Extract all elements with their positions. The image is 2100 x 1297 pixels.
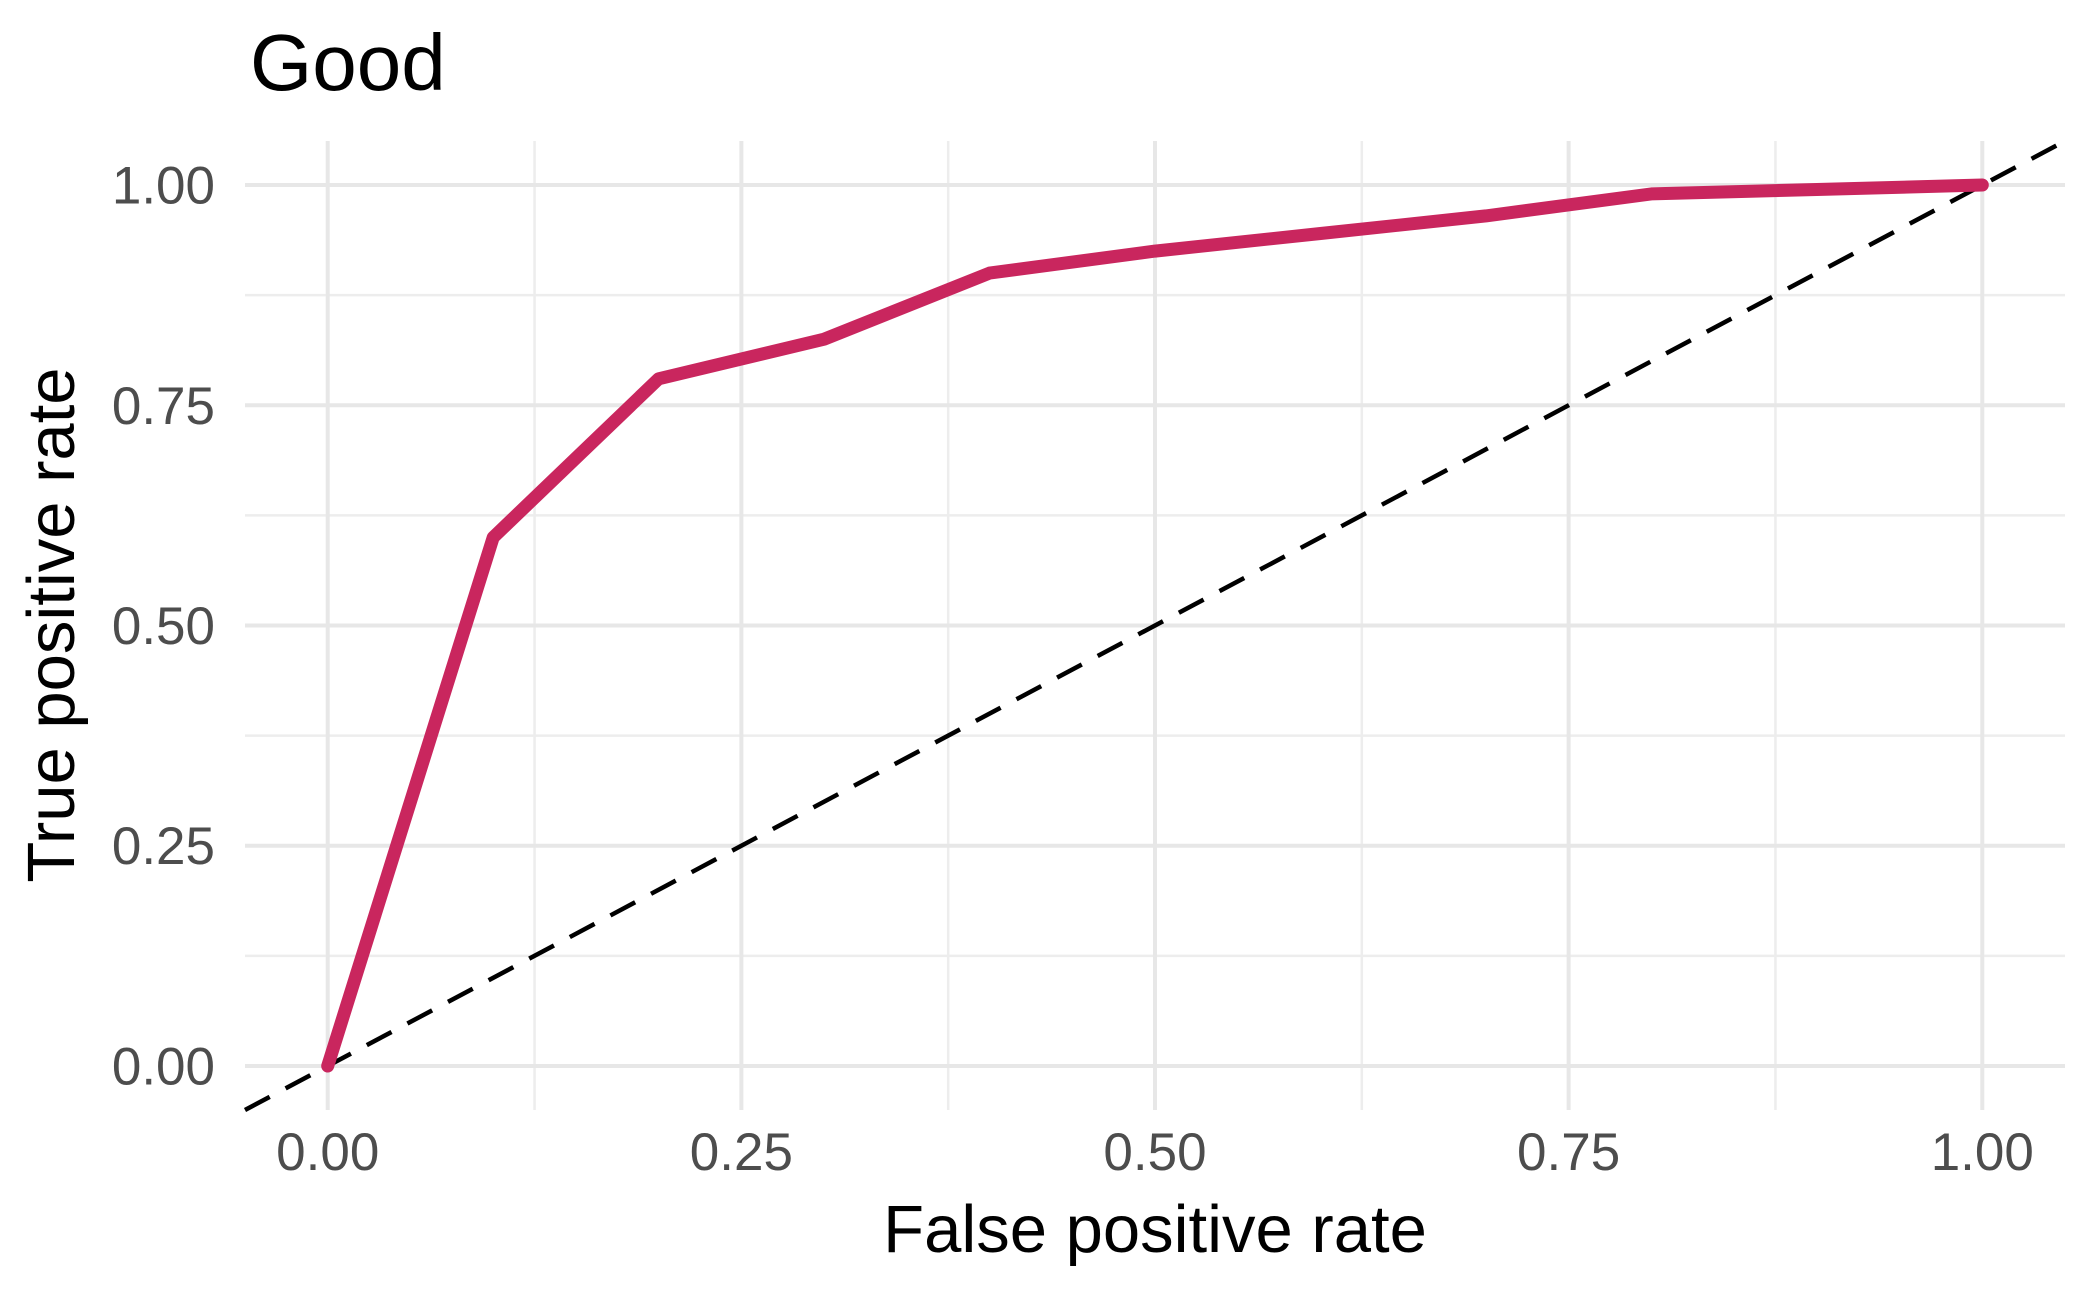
x-axis-tick-labels: 0.00 0.25 0.50 0.75 1.00 — [276, 1123, 2034, 1182]
y-axis-title: True positive rate — [14, 367, 89, 882]
x-tick-label: 0.00 — [276, 1123, 379, 1182]
y-tick-label: 1.00 — [112, 157, 215, 216]
plot-title: Good — [250, 18, 446, 107]
y-tick-label: 0.50 — [112, 597, 215, 656]
x-tick-label: 0.25 — [690, 1123, 793, 1182]
y-tick-label: 0.00 — [112, 1037, 215, 1096]
grid-major-lines — [245, 141, 2065, 1110]
x-tick-label: 0.75 — [1517, 1123, 1620, 1182]
roc-curve-line — [321, 178, 1989, 1073]
x-tick-label: 0.50 — [1103, 1123, 1206, 1182]
y-tick-label: 0.75 — [112, 377, 215, 436]
diagonal-reference-line — [243, 139, 2067, 1112]
x-axis-title: False positive rate — [883, 1192, 1427, 1267]
y-axis-tick-labels: 0.00 0.25 0.50 0.75 1.00 — [112, 157, 215, 1097]
x-tick-label: 1.00 — [1931, 1123, 2034, 1182]
y-tick-label: 0.25 — [112, 817, 215, 876]
